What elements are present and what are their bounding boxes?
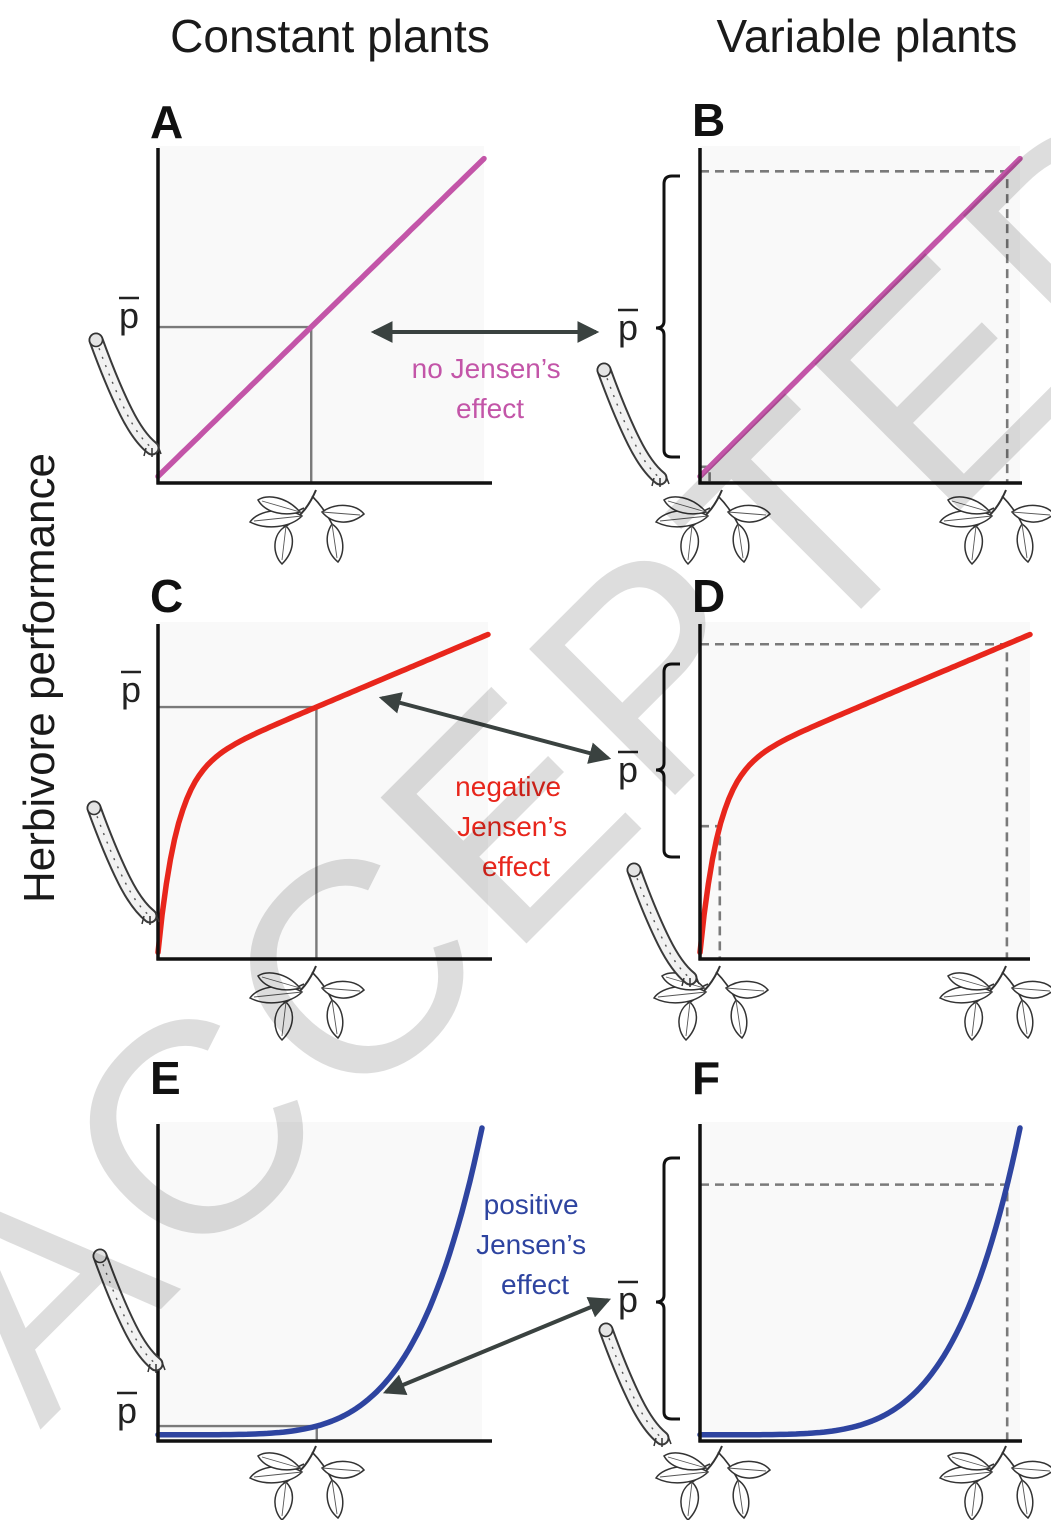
annotation-no-jensens-effect: no Jensen’s effect xyxy=(412,353,569,424)
performance-range-bracket-f xyxy=(655,1156,680,1421)
caterpillar-icon xyxy=(90,334,162,458)
panel-letter-b: B xyxy=(692,94,725,146)
mean-label-d: p xyxy=(618,749,638,790)
performance-curve-b xyxy=(697,155,1023,480)
leaf-sprig-icon xyxy=(655,1445,771,1520)
comparison-arrow-cd xyxy=(378,692,612,764)
variable-plants-column-title: Variable plants xyxy=(717,10,1018,62)
performance-range-bracket-b xyxy=(655,174,680,459)
panel-background-d xyxy=(700,622,1030,959)
performance-curve-f xyxy=(697,1125,1023,1438)
leaf-sprig-icon xyxy=(939,1445,1051,1520)
comparison-arrow-ef xyxy=(382,1296,612,1396)
caterpillar-icon xyxy=(88,802,160,926)
performance-curve-c xyxy=(155,631,491,956)
caterpillar-icon xyxy=(600,1324,672,1448)
annotation-negative-jensens-effect: negative Jensen’s effect xyxy=(455,771,575,882)
mean-label-f: p xyxy=(618,1279,638,1320)
mean-label-c: p xyxy=(121,669,141,710)
panel-letter-d: D xyxy=(692,570,725,622)
svg-text:p: p xyxy=(618,1279,638,1320)
mean-label-b: p xyxy=(618,307,638,348)
svg-text:p: p xyxy=(117,1390,137,1431)
performance-curve-d xyxy=(697,631,1033,956)
mean-label-e: p xyxy=(117,1390,137,1431)
panel-letter-c: C xyxy=(150,570,183,622)
constant-plants-column-title: Constant plants xyxy=(170,10,490,62)
annotation-positive-jensens-effect: positive Jensen’s effect xyxy=(476,1189,594,1300)
leaf-sprig-icon xyxy=(653,965,769,1041)
leaf-sprig-icon xyxy=(249,1445,365,1520)
panel-background-f xyxy=(700,1122,1020,1441)
leaf-sprig-icon xyxy=(249,489,365,565)
y-axis-label: Herbivore performance xyxy=(15,453,64,903)
svg-text:p: p xyxy=(618,307,638,348)
performance-curve-a xyxy=(155,155,487,480)
panel-letter-f: F xyxy=(692,1052,720,1104)
panel-background-c xyxy=(158,622,488,959)
leaf-sprig-icon xyxy=(939,965,1051,1041)
mean-label-a: p xyxy=(119,295,139,336)
panel-letter-e: E xyxy=(150,1052,181,1104)
performance-range-bracket-d xyxy=(655,662,680,859)
svg-text:p: p xyxy=(618,749,638,790)
low-plant-guide-b xyxy=(700,465,711,483)
svg-text:p: p xyxy=(119,295,139,336)
svg-text:p: p xyxy=(121,669,141,710)
panel-letter-a: A xyxy=(150,96,183,148)
